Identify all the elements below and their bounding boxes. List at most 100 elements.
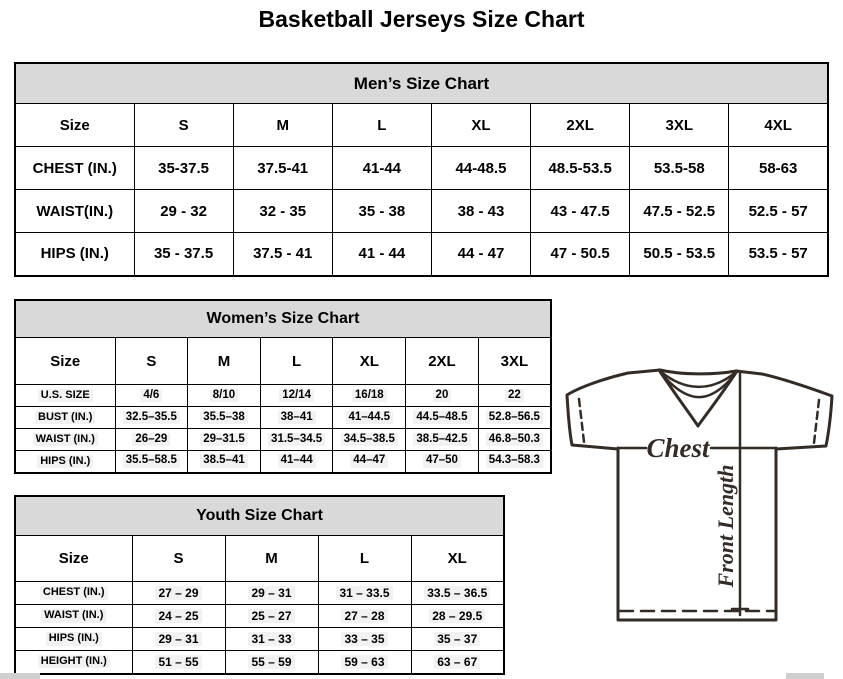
mens-col-s: S (133, 103, 234, 147)
cell: 63 – 67 (410, 650, 505, 674)
cell: 29–31.5 (187, 428, 261, 451)
mens-chest-row: CHEST (IN.) 35-37.5 37.5-41 41-44 44-48.… (14, 146, 829, 190)
cell: 46.8–50.3 (477, 428, 552, 451)
jersey-outline-icon: Chest Front Length (565, 368, 834, 622)
mens-col-size: Size (14, 103, 135, 147)
cell: 47 - 50.5 (530, 232, 631, 276)
mens-size-table: Men’s Size Chart Size S M L XL 2XL 3XL 4… (14, 62, 829, 277)
youth-col-xl: XL (410, 535, 505, 582)
mens-col-2xl: 2XL (530, 103, 631, 147)
cell: 54.3–58.3 (477, 450, 552, 473)
mens-table-header-band: Men’s Size Chart (14, 62, 829, 104)
cell: 27 – 28 (317, 604, 412, 628)
mens-col-4xl: 4XL (728, 103, 829, 147)
cell: 8/10 (187, 384, 261, 407)
cell: 33 – 35 (317, 627, 412, 651)
womens-waist-row: WAIST (IN.) 26–29 29–31.5 31.5–34.5 34.5… (14, 428, 552, 451)
cell: 44.5–48.5 (405, 406, 479, 429)
row-label: HEIGHT (IN.) (14, 650, 133, 674)
cell: 38.5–42.5 (405, 428, 479, 451)
youth-chest-row: CHEST (IN.) 27 – 29 29 – 31 31 – 33.5 33… (14, 581, 505, 605)
mens-col-l: L (331, 103, 432, 147)
youth-table-header-band: Youth Size Chart (14, 495, 505, 536)
row-label: WAIST (IN.) (14, 428, 116, 451)
cell: 32 - 35 (232, 189, 333, 233)
cell: 52.8–56.5 (477, 406, 552, 429)
cell: 58-63 (728, 146, 829, 190)
cell: 29 – 31 (224, 581, 319, 605)
mens-hips-row: HIPS (IN.) 35 - 37.5 37.5 - 41 41 - 44 4… (14, 232, 829, 276)
womens-hips-row: HIPS (IN.) 35.5–58.5 38.5–41 41–44 44–47… (14, 450, 552, 473)
cell: 41 - 44 (331, 232, 432, 276)
cell: 44–47 (332, 450, 407, 473)
womens-col-2xl: 2XL (405, 337, 479, 385)
cell: 25 – 27 (224, 604, 319, 628)
row-label: HIPS (IN.) (14, 232, 135, 276)
youth-column-header-row: Size S M L XL (14, 535, 505, 582)
cell: 12/14 (259, 384, 334, 407)
womens-table-header-band: Women’s Size Chart (14, 299, 552, 338)
cell: 41–44 (259, 450, 334, 473)
mens-table-title: Men’s Size Chart (14, 62, 829, 104)
cell: 4/6 (114, 384, 189, 407)
womens-col-m: M (187, 337, 261, 385)
cell: 55 – 59 (224, 650, 319, 674)
cell: 53.5-58 (629, 146, 730, 190)
row-label: U.S. SIZE (14, 384, 116, 407)
womens-col-l: L (259, 337, 334, 385)
row-label: WAIST(IN.) (14, 189, 135, 233)
row-label: CHEST (IN.) (14, 146, 135, 190)
womens-column-header-row: Size S M L XL 2XL 3XL (14, 337, 552, 385)
jersey-measurement-diagram: Chest Front Length (556, 358, 842, 628)
cell: 38–41 (259, 406, 334, 429)
cell: 52.5 - 57 (728, 189, 829, 233)
cell: 59 – 63 (317, 650, 412, 674)
womens-ussize-row: U.S. SIZE 4/6 8/10 12/14 16/18 20 22 (14, 384, 552, 407)
womens-size-table: Women’s Size Chart Size S M L XL 2XL 3XL… (14, 299, 552, 474)
youth-height-row: HEIGHT (IN.) 51 – 55 55 – 59 59 – 63 63 … (14, 650, 505, 674)
youth-col-m: M (224, 535, 319, 582)
womens-col-xl: XL (332, 337, 407, 385)
cell: 29 - 32 (133, 189, 234, 233)
cell: 33.5 – 36.5 (410, 581, 505, 605)
cell: 47.5 - 52.5 (629, 189, 730, 233)
cell: 44-48.5 (430, 146, 532, 190)
bottom-right-fragment (786, 673, 824, 679)
cell: 41-44 (331, 146, 432, 190)
cell: 26–29 (114, 428, 189, 451)
cell: 29 – 31 (131, 627, 226, 651)
cell: 35 - 38 (331, 189, 432, 233)
cell: 48.5-53.5 (530, 146, 631, 190)
cell: 37.5 - 41 (232, 232, 333, 276)
cell: 43 - 47.5 (530, 189, 631, 233)
cell: 31 – 33 (224, 627, 319, 651)
cell: 28 – 29.5 (410, 604, 505, 628)
womens-col-3xl: 3XL (477, 337, 552, 385)
row-label: HIPS (IN.) (14, 627, 133, 651)
youth-col-size: Size (14, 535, 133, 582)
womens-col-s: S (114, 337, 189, 385)
chest-label: Chest (646, 433, 711, 463)
youth-col-s: S (131, 535, 226, 582)
womens-table-title: Women’s Size Chart (14, 299, 552, 338)
cell: 27 – 29 (131, 581, 226, 605)
cell: 35 - 37.5 (133, 232, 234, 276)
cell: 38 - 43 (430, 189, 532, 233)
front-length-label: Front Length (713, 465, 738, 589)
bottom-left-fragment (0, 673, 40, 679)
cell: 53.5 - 57 (728, 232, 829, 276)
cell: 20 (405, 384, 479, 407)
mens-col-xl: XL (430, 103, 532, 147)
cell: 32.5–35.5 (114, 406, 189, 429)
cell: 41–44.5 (332, 406, 407, 429)
cell: 50.5 - 53.5 (629, 232, 730, 276)
cell: 22 (477, 384, 552, 407)
cell: 38.5–41 (187, 450, 261, 473)
cell: 35 – 37 (410, 627, 505, 651)
youth-col-l: L (317, 535, 412, 582)
cell: 31.5–34.5 (259, 428, 334, 451)
womens-col-size: Size (14, 337, 116, 385)
cell: 35.5–38 (187, 406, 261, 429)
cell: 34.5–38.5 (332, 428, 407, 451)
